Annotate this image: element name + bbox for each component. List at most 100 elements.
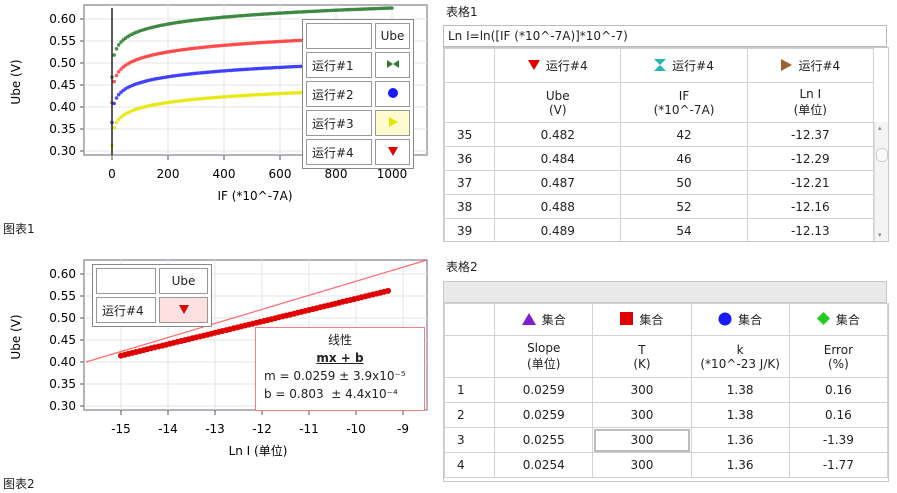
table-cell[interactable]: 1.36 [690,452,790,478]
row-number[interactable]: 39 [444,218,496,241]
g2-ytick-label: 0.60 [49,267,76,281]
table1-formula[interactable]: Ln I=ln([IF (*10^-7A)]*10^-7) [443,25,887,47]
legend-label-run3: 运行#3 [306,110,372,136]
table-cell[interactable]: -12.16 [746,194,874,219]
row-number[interactable]: 3 [444,427,496,453]
table-cell[interactable]: 0.484 [494,146,622,171]
table-cell[interactable]: 300 [592,402,692,428]
table-cell[interactable]: 0.16 [788,402,888,428]
g2-ytick-label: 0.40 [49,355,76,369]
row-number[interactable]: 35 [444,122,496,147]
table-cell[interactable]: 300 [592,377,692,403]
table-cell[interactable]: -12.13 [746,218,874,241]
g2-xtick-label: -12 [252,422,272,436]
table-row[interactable]: 1 0.0259 300 1.38 0.16 [444,377,888,403]
square-icon [620,312,634,328]
table1-col-lni-run[interactable]: 运行#4 [746,48,874,83]
triangle-down-icon [159,297,208,323]
table2[interactable]: 集合 集合 集合 集合 Slope (单位) T (K) k (*10^-23 J/K… [443,303,889,482]
g1-ytick-label: 0.35 [49,122,76,136]
fit-annotation[interactable]: 线性 mx + b m = 0.0259 ± 3.9x10⁻⁵ b = 0.80… [255,327,425,411]
graph1-legend[interactable]: Ube 运行#1 运行#2 运行#3 运行#4 [302,19,414,169]
table1-scrollbar[interactable]: ▴ ▾ [874,122,888,241]
table-cell[interactable]: 50 [620,170,748,195]
table2-col-k[interactable]: k (*10^-23 J/K) [690,335,790,378]
table-row[interactable]: 36 0.484 46 -12.29 [444,146,888,171]
circle-icon [718,312,732,329]
graph2-legend[interactable]: Ube 运行#4 [92,264,212,327]
g1-xtick-label: 0 [108,167,116,181]
table-cell[interactable]: 0.0259 [494,377,594,403]
row-number[interactable]: 37 [444,170,496,195]
table1-col-ube-run[interactable]: 运行#4 [494,48,622,83]
table1-col-if-run[interactable]: 运行#4 [620,48,748,83]
table-row[interactable]: 37 0.487 50 -12.21 [444,170,888,195]
table-row[interactable]: 2 0.0259 300 1.38 0.16 [444,402,888,428]
table2-col-slope-run[interactable]: 集合 [494,303,594,336]
g2-ytick-label: 0.55 [49,289,76,303]
table2-col-error[interactable]: Error (%) [788,335,888,378]
triangle-right-icon [375,110,410,136]
triangle-down-icon [375,139,410,165]
table-cell[interactable]: 46 [620,146,748,171]
table-cell[interactable]: 0.0259 [494,402,594,428]
table-cell[interactable]: -1.39 [788,427,888,453]
table-row[interactable]: 3 0.0255 300 1.36 -1.39 [444,427,888,453]
table-cell[interactable]: -1.77 [788,452,888,478]
table2-col-k-run[interactable]: 集合 [690,303,790,336]
table-cell[interactable]: 300 [592,452,692,478]
g2-xtick-label: -15 [111,422,131,436]
g2-xtick-label: -13 [205,422,225,436]
legend-label-run2: 运行#2 [306,81,372,107]
table-cell[interactable]: -12.37 [746,122,874,147]
table-cell[interactable]: 0.16 [788,377,888,403]
table-cell[interactable]: 52 [620,194,748,219]
table2-col-t[interactable]: T (K) [592,335,692,378]
row-number[interactable]: 2 [444,402,496,428]
table-row[interactable]: 39 0.489 54 -12.13 [444,218,888,241]
graph2-legend-label: 运行#4 [96,297,156,323]
table-cell[interactable]: 0.488 [494,194,622,219]
table-cell[interactable]: 1.38 [690,377,790,403]
bowtie-icon [375,52,410,78]
g1-ytick-label: 0.40 [49,100,76,114]
g1-xtick-label: 400 [213,167,236,181]
table-cell[interactable]: 1.36 [690,427,790,453]
table-cell[interactable]: 54 [620,218,748,241]
row-number[interactable]: 36 [444,146,496,171]
table-cell[interactable]: 0.482 [494,122,622,147]
table2-col-t-run[interactable]: 集合 [592,303,692,336]
graph2-panel[interactable]: 0.60 0.55 0.50 0.45 0.40 0.35 0.30 -15 -14 -13 -1… [0,255,430,470]
g1-xtick-label: 800 [325,167,348,181]
g1-data-point [112,126,116,130]
table-row[interactable]: 35 0.482 42 -12.37 [444,122,888,147]
table-cell[interactable]: -12.21 [746,170,874,195]
g2-ytick-label: 0.30 [49,399,76,413]
table2-col-error-run[interactable]: 集合 [788,303,888,336]
table1-col-if[interactable]: IF (*10^-7A) [620,82,748,123]
g1-data-point [112,53,116,57]
table-cell[interactable]: 42 [620,122,748,147]
table-cell[interactable]: 1.38 [690,402,790,428]
table-row[interactable]: 38 0.488 52 -12.16 [444,194,888,219]
g1-data-point [116,70,121,74]
graph1-panel[interactable]: 0.60 0.55 0.50 0.45 0.40 0.35 0.30 0 200 400 600 8… [0,0,430,235]
table-row[interactable]: 4 0.0254 300 1.36 -1.77 [444,452,888,478]
table-cell[interactable]: 0.0254 [494,452,594,478]
table-cell[interactable]: 300 [592,427,692,453]
table1-col-lni[interactable]: Ln I (单位) [746,82,874,123]
table-cell[interactable]: 0.489 [494,218,622,241]
row-number[interactable]: 1 [444,377,496,403]
table1-scroll-thumb[interactable] [876,148,888,162]
table-cell[interactable]: 0.0255 [494,427,594,453]
table2-toolbar [443,281,887,303]
table-cell[interactable]: 0.487 [494,170,622,195]
graph2-caption: 图表2 [3,477,35,491]
table-cell[interactable]: -12.29 [746,146,874,171]
table1[interactable]: 运行#4 运行#4 运行#4 Ube (V) IF (*10^-7A) Ln I (单… [443,47,889,242]
row-number[interactable]: 4 [444,452,496,478]
table1-col-ube[interactable]: Ube (V) [494,82,622,123]
table2-col-slope[interactable]: Slope (单位) [494,335,594,378]
row-number[interactable]: 38 [444,194,496,219]
g1-ytick-label: 0.60 [49,12,76,26]
